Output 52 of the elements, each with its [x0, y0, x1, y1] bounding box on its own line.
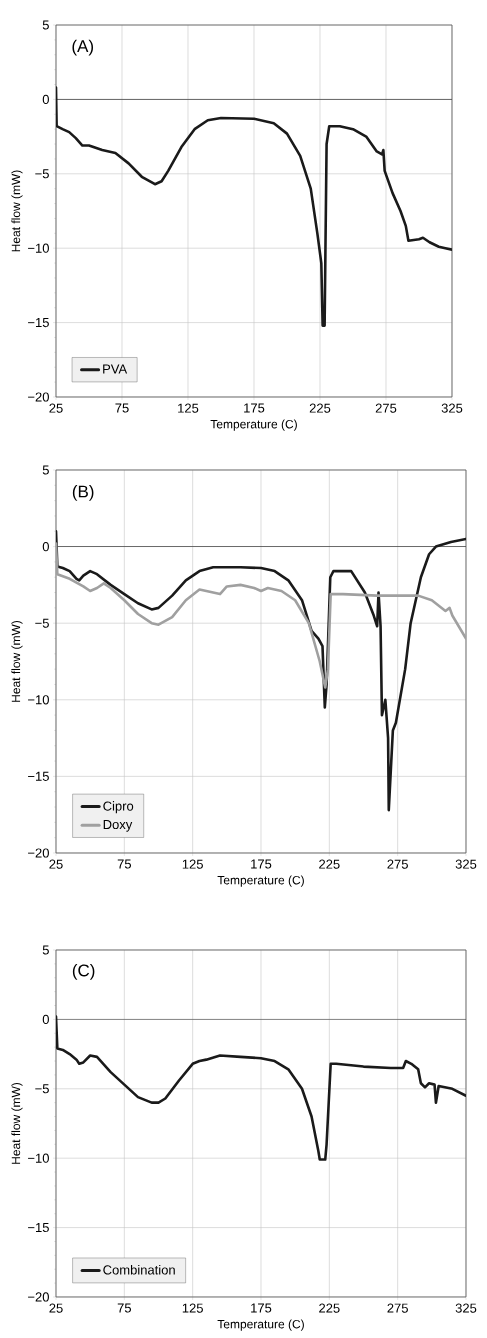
x-tick-label: 225 — [309, 403, 331, 413]
x-tick-label: 275 — [387, 1303, 408, 1313]
y-tick-label: 0 — [42, 94, 49, 104]
legend-label: Doxy — [103, 820, 133, 832]
y-tick-label: −20 — [28, 392, 49, 402]
x-tick-label: 175 — [244, 403, 265, 413]
x-tick-label: 325 — [441, 403, 463, 413]
x-tick-label: 25 — [49, 403, 63, 413]
y-tick-label: −15 — [28, 318, 49, 328]
legend-label: PVA — [103, 364, 128, 374]
y-tick-label: −20 — [28, 1292, 49, 1302]
y-tick-label: −10 — [28, 243, 49, 253]
y-tick-label: −10 — [28, 695, 49, 705]
x-axis-title: Temperature (C) — [210, 419, 297, 431]
annotation: (A) — [72, 39, 94, 56]
x-tick-label: 275 — [375, 403, 397, 413]
x-tick-label: 125 — [182, 1303, 203, 1313]
legend-label: Cipro — [103, 801, 134, 814]
x-tick-label: 125 — [178, 403, 199, 413]
y-tick-label: −5 — [35, 169, 49, 179]
y-tick-label: −20 — [28, 848, 49, 858]
y-tick-label: −5 — [35, 1084, 49, 1094]
x-axis-title: Temperature (C) — [217, 875, 304, 887]
annotation: (C) — [72, 963, 95, 980]
x-tick-label: 325 — [455, 859, 477, 869]
x-tick-label: 75 — [115, 403, 129, 413]
y-tick-label: 0 — [42, 1014, 49, 1024]
x-axis-title: Temperature (C) — [217, 1319, 304, 1331]
x-tick-label: 275 — [387, 859, 408, 869]
x-tick-label: 75 — [117, 859, 132, 869]
x-tick-label: 225 — [319, 859, 340, 869]
y-tick-label: 5 — [42, 465, 49, 475]
y-axis-title: Heat flow (mW) — [11, 620, 23, 702]
legend-label: Combination — [103, 1264, 175, 1275]
y-tick-label: −15 — [28, 771, 49, 781]
y-axis-title: Heat flow (mW) — [11, 170, 23, 252]
y-tick-label: −10 — [28, 1153, 49, 1163]
x-tick-label: 175 — [251, 1303, 272, 1313]
x-tick-label: 175 — [251, 859, 272, 869]
y-tick-label: 0 — [42, 541, 49, 552]
x-tick-label: 75 — [117, 1303, 132, 1313]
y-tick-label: −15 — [28, 1223, 49, 1233]
y-axis-title: Heat flow (mW) — [11, 1082, 23, 1164]
y-tick-label: 5 — [42, 20, 49, 30]
x-tick-label: 225 — [319, 1303, 340, 1313]
x-tick-label: 25 — [49, 859, 63, 869]
x-tick-label: 125 — [182, 859, 203, 869]
y-tick-label: 5 — [42, 945, 49, 955]
x-tick-label: 325 — [455, 1303, 477, 1313]
x-tick-label: 25 — [49, 1303, 63, 1313]
y-tick-label: −5 — [35, 618, 49, 628]
annotation: (B) — [72, 485, 94, 501]
